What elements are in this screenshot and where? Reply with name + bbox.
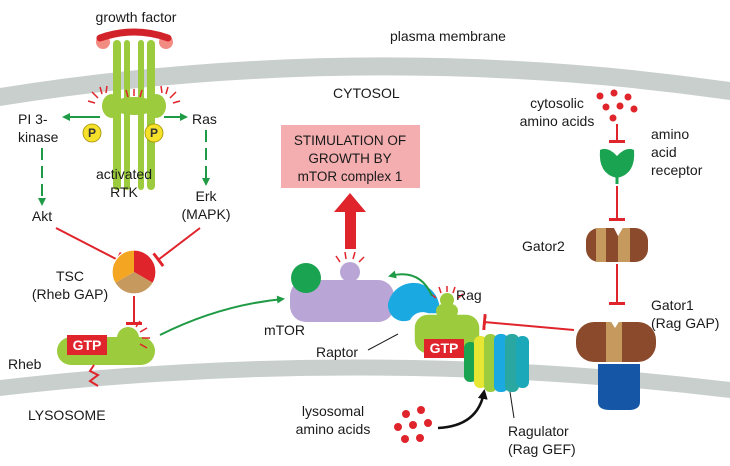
mtor-label: mTOR [264, 322, 305, 338]
stimulation-text-line1: STIMULATION OF [294, 133, 406, 148]
raptor-leader [367, 333, 399, 351]
tsc-complex [111, 249, 157, 295]
stimulation-text-line2: GROWTH BY [308, 151, 391, 166]
cytosolic-aa-label-line2: amino acids [520, 113, 595, 129]
lysosomal-aa-label-line1: lysosomal [302, 403, 364, 419]
cytosolic-amino-acid-dots [596, 89, 638, 122]
stimulation-box [281, 125, 420, 188]
rag-label: Rag [456, 287, 482, 303]
akt-label: Akt [32, 208, 52, 224]
inhibit-erk-to-tsc [152, 227, 201, 267]
gtp-label: GTP [430, 340, 459, 356]
arrow-rag-to-mtor [388, 270, 433, 297]
plasma-membrane [0, 57, 730, 106]
pi3-kinase-label-line2: kinase [18, 129, 59, 145]
plasma-membrane-label: plasma membrane [390, 28, 506, 44]
ras-label: Ras [192, 111, 217, 127]
pi3-kinase-label-line1: PI 3- [18, 111, 48, 127]
phosphate-label: P [150, 126, 158, 140]
gator1-label-line1: Gator1 [651, 297, 694, 313]
raptor-protein [387, 282, 440, 322]
ragulator-label-line1: Ragulator [508, 423, 569, 439]
arrow-rheb-to-mtor [159, 295, 285, 336]
arrow-lysosomal-aa-to-ragulator [437, 389, 488, 430]
rag-gtp-box: GTP [424, 339, 464, 358]
tsc-label-line1: TSC [56, 268, 84, 284]
aa-receptor-label-line2: acid [651, 144, 677, 160]
lysosome-membrane [0, 359, 730, 398]
growth-factor-label: growth factor [96, 9, 177, 25]
cytosol-label: CYTOSOL [333, 85, 400, 101]
phosphate-label: P [88, 126, 96, 140]
gator2-label: Gator2 [522, 238, 565, 254]
lysosomal-aa-label-line2: amino acids [296, 421, 371, 437]
ragulator-complex [464, 334, 529, 392]
receptor-tyrosine-kinase [102, 40, 166, 190]
rheb-burst [135, 320, 150, 349]
tsc-label-line2: (Rheb GAP) [32, 286, 108, 302]
activated-rtk-label-line1: activated [96, 166, 152, 182]
rtk-activation-burst [87, 85, 181, 104]
stimulation-text-line3: mTOR complex 1 [298, 169, 403, 184]
erk-label-line2: (MAPK) [182, 206, 231, 222]
aa-receptor-label-line1: amino [651, 126, 689, 142]
rheb-label: Rheb [8, 356, 42, 372]
inhibit-gator1-to-rag [482, 313, 575, 331]
growth-factor-molecule [96, 28, 173, 49]
gator2-complex [586, 226, 648, 262]
gator1-label-line2: (Rag GAP) [651, 315, 719, 331]
phosphate-left: P [82, 123, 102, 143]
cytosolic-aa-label-line1: cytosolic [530, 95, 584, 111]
ragulator-label-line2: (Rag GEF) [508, 441, 576, 457]
aa-receptor-label-line3: receptor [651, 162, 703, 178]
ragulator-leader [509, 391, 515, 419]
inhibit-akt-to-tsc [55, 227, 123, 268]
stimulation-arrow [334, 193, 366, 249]
phosphate-right: P [144, 123, 164, 143]
gator1-complex [576, 320, 656, 410]
activated-rtk-label-line2: RTK [110, 184, 138, 200]
mtor-burst [335, 251, 365, 263]
lysosome-label: LYSOSOME [28, 407, 106, 423]
erk-label-line1: Erk [196, 188, 218, 204]
rheb-gtp-box: GTP [67, 335, 107, 355]
mtor-protein [290, 262, 394, 322]
gtp-label: GTP [73, 337, 102, 353]
amino-acid-receptor [599, 148, 635, 178]
raptor-label: Raptor [316, 344, 358, 360]
lysosomal-amino-acid-dots [394, 406, 432, 443]
